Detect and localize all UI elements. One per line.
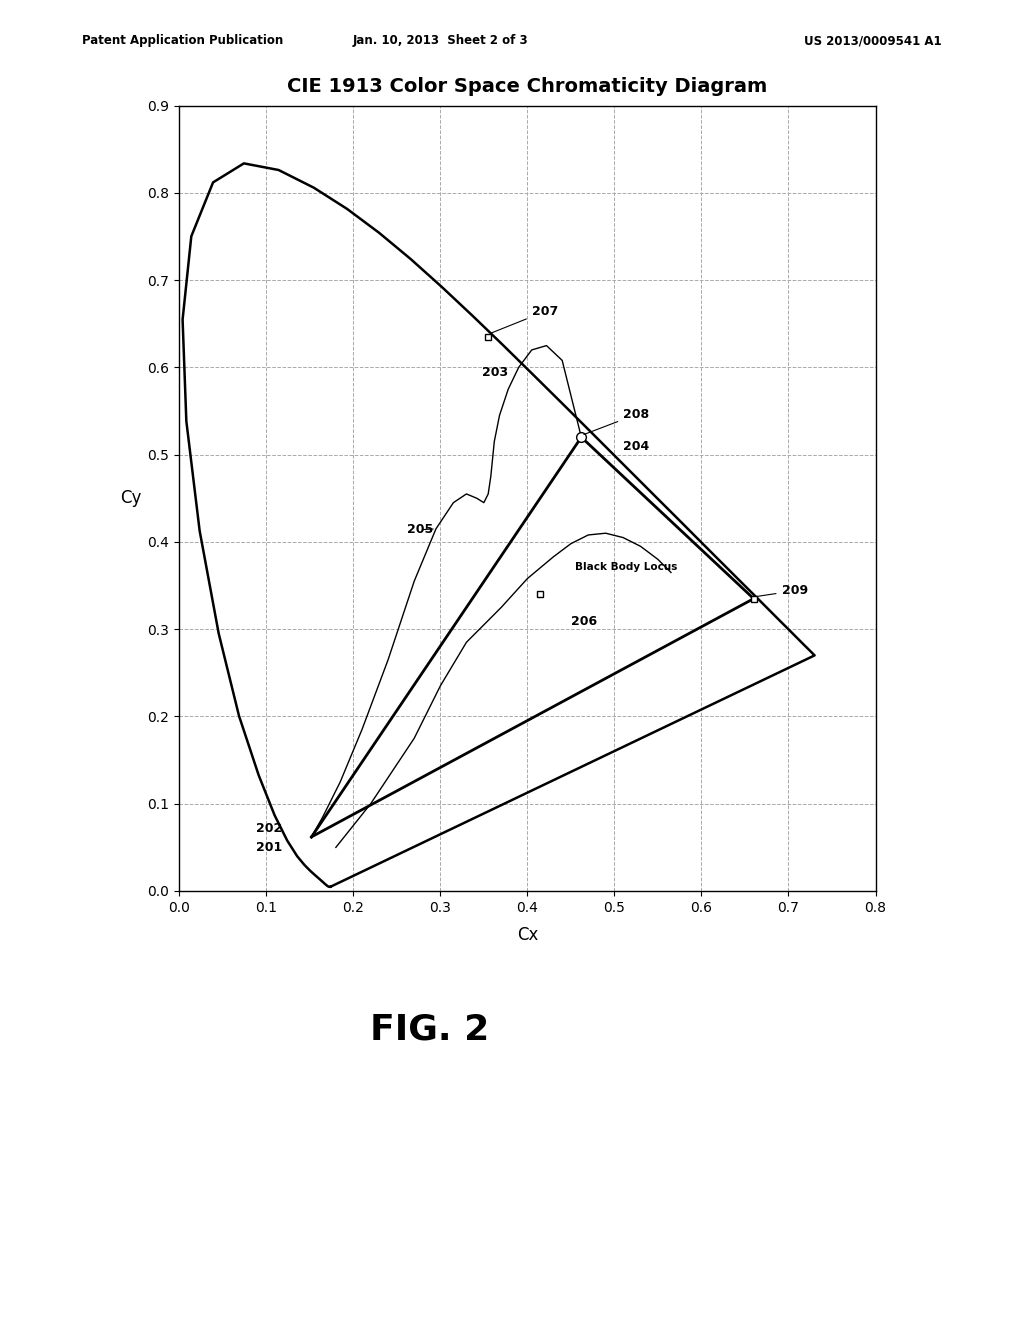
- Text: 208: 208: [584, 408, 649, 434]
- Text: 202: 202: [256, 821, 282, 834]
- Text: US 2013/0009541 A1: US 2013/0009541 A1: [805, 34, 942, 48]
- Text: FIG. 2: FIG. 2: [371, 1012, 489, 1047]
- Text: 207: 207: [490, 305, 558, 333]
- Text: 203: 203: [482, 366, 508, 379]
- X-axis label: Cx: Cx: [517, 925, 538, 944]
- Text: 204: 204: [623, 441, 649, 453]
- Text: 206: 206: [570, 615, 597, 628]
- Y-axis label: Cy: Cy: [120, 490, 141, 507]
- Title: CIE 1913 Color Space Chromaticity Diagram: CIE 1913 Color Space Chromaticity Diagra…: [288, 77, 767, 96]
- Text: Jan. 10, 2013  Sheet 2 of 3: Jan. 10, 2013 Sheet 2 of 3: [352, 34, 528, 48]
- Text: 209: 209: [757, 585, 808, 597]
- Text: 205: 205: [408, 523, 433, 536]
- Text: Black Body Locus: Black Body Locus: [575, 562, 678, 572]
- Text: Patent Application Publication: Patent Application Publication: [82, 34, 284, 48]
- Text: 201: 201: [256, 841, 282, 854]
